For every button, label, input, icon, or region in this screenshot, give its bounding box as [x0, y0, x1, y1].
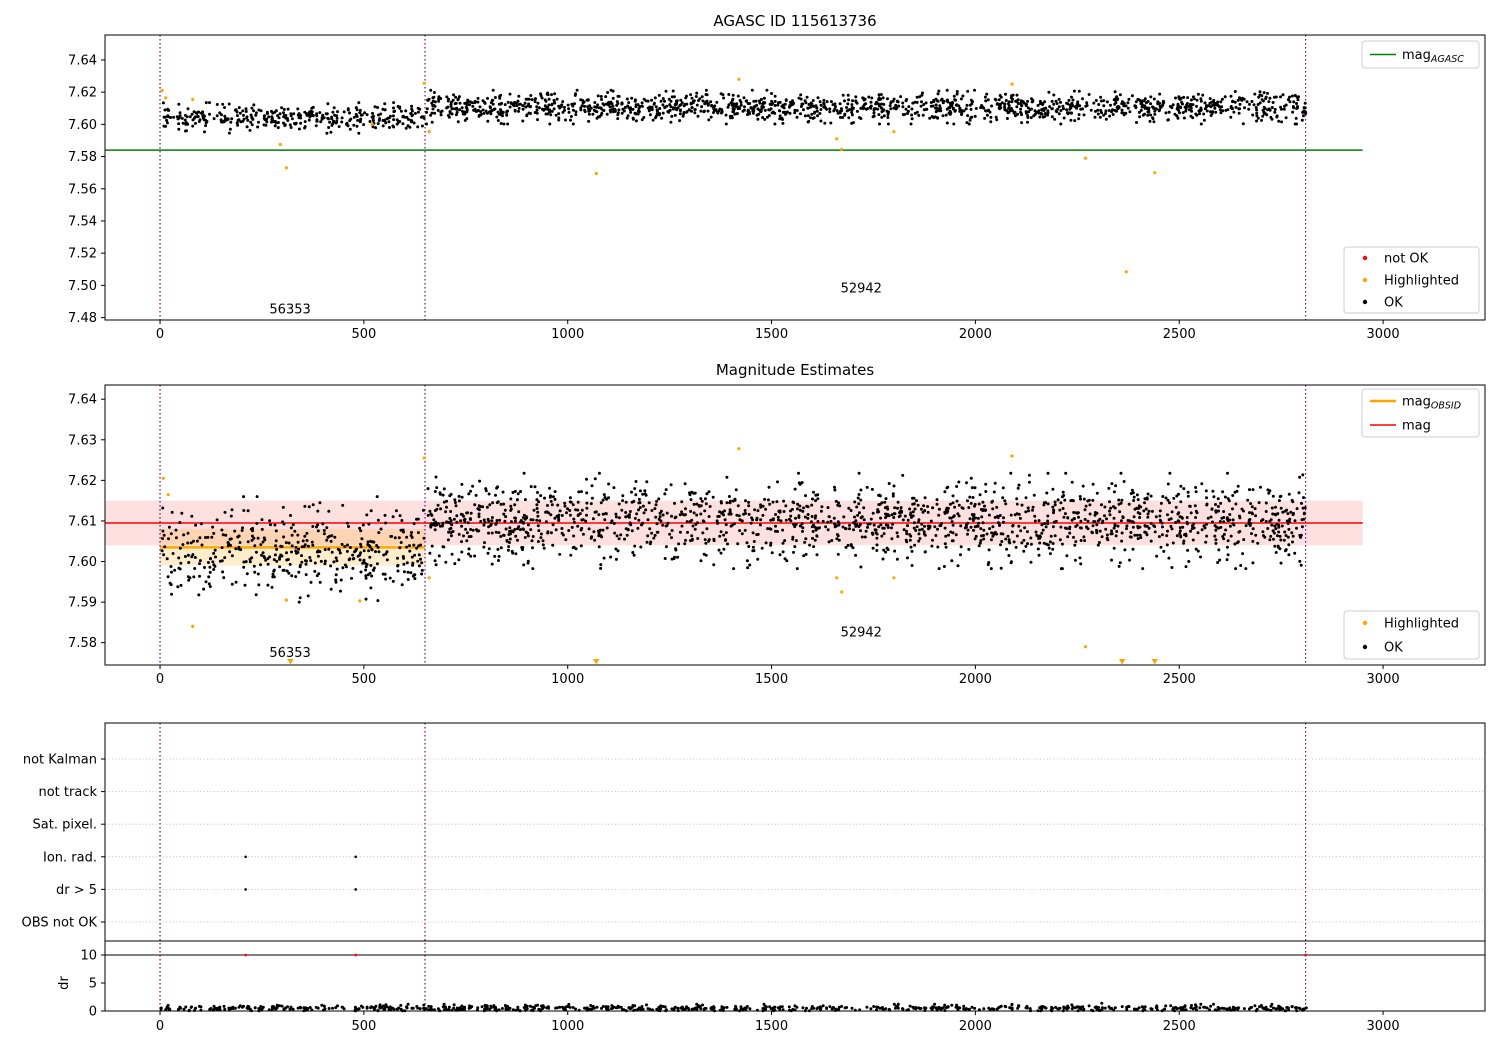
dr-axis-label: dr — [57, 976, 72, 990]
x-tick-label: 2500 — [1163, 1019, 1196, 1034]
x-tick-label: 500 — [351, 1019, 376, 1034]
x-tick-label: 1000 — [551, 672, 584, 687]
axes-spine — [104, 940, 1486, 1012]
x-tick-label: 3000 — [1367, 1019, 1400, 1034]
axes-spine — [104, 384, 1486, 666]
x-tick-label: 3000 — [1367, 327, 1400, 342]
x-tick-label: 2000 — [959, 327, 992, 342]
legend-label: OK — [1384, 641, 1403, 656]
middle-plot: 56353 52942 7.58 7.59 7.60 7.61 7.62 7.63 7.64 0 5… — [68, 384, 1486, 687]
legend-marker-sample — [1362, 620, 1368, 626]
obsid-annotation: 52942 — [841, 626, 882, 641]
obsid-annotation: 56353 — [269, 303, 310, 318]
top-plot-title: AGASC ID 115613736 — [713, 12, 876, 30]
flag-row-label: not track — [38, 785, 97, 800]
y-tick-label: 7.52 — [68, 247, 97, 262]
y-tick-label: 7.56 — [68, 182, 97, 197]
y-tick-label: 7.61 — [68, 514, 97, 529]
y-tick-label: 7.63 — [68, 433, 97, 448]
top-legend-line-box — [1361, 40, 1480, 69]
x-tick-label: 500 — [351, 672, 376, 687]
x-tick-label: 0 — [156, 672, 164, 687]
top-legend-points: not OK Highlighted OK — [1343, 246, 1480, 314]
dr-tick-label: 5 — [89, 977, 97, 992]
legend-label: Highlighted — [1384, 274, 1459, 289]
clipped-low-marker — [593, 659, 600, 665]
clipped-low-marker — [287, 659, 294, 665]
x-tick-label: 500 — [351, 327, 376, 342]
x-tick-label: 1000 — [551, 327, 584, 342]
flag-row-label: OBS not OK — [22, 916, 98, 931]
y-tick-label: 7.64 — [68, 393, 97, 408]
ok-points-seg2 — [425, 88, 1308, 126]
obsid-annotation: 56353 — [269, 646, 310, 661]
dr-tick-label: 10 — [80, 949, 97, 964]
x-tick-label: 0 — [156, 1019, 164, 1034]
legend-marker-sample — [1362, 277, 1368, 283]
obsid-annotation: 52942 — [841, 282, 882, 297]
legend-marker-sample — [1362, 644, 1368, 650]
y-tick-label: 7.50 — [68, 279, 97, 294]
x-tick-label: 1500 — [755, 1019, 788, 1034]
y-tick-label: 7.60 — [68, 555, 97, 570]
legend-label: Highlighted — [1384, 617, 1459, 632]
legend-label: not OK — [1384, 252, 1429, 267]
legend-label: magAGASC — [1402, 48, 1464, 65]
clipped-low-marker — [1151, 659, 1158, 665]
y-tick-label: 7.62 — [68, 474, 97, 489]
y-tick-label: 7.59 — [68, 596, 97, 611]
top-plot: 56353 52942 7.48 7.50 7.52 7.54 7.56 7.58 7.60 7.… — [68, 34, 1486, 342]
middle-legend-points: Highlighted OK — [1343, 610, 1480, 660]
x-tick-label: 2500 — [1163, 327, 1196, 342]
dr-ok-points — [159, 1002, 1308, 1013]
x-tick-label: 0 — [156, 327, 164, 342]
flags-plot: not Kalman not track Sat. pixel. Ion. rad. d… — [22, 722, 1486, 1034]
x-tick-label: 2000 — [959, 672, 992, 687]
flag-row-label: Sat. pixel. — [33, 818, 97, 833]
axes-spine — [104, 722, 1486, 942]
y-tick-label: 7.60 — [68, 118, 97, 133]
x-tick-label: 1500 — [755, 672, 788, 687]
flag-row-label: not Kalman — [23, 753, 97, 768]
dr-tick-label: 0 — [89, 1005, 97, 1020]
top-legend-line: magAGASC — [1361, 40, 1480, 69]
middle-legend-lines: magOBSID mag — [1361, 388, 1480, 438]
flag-row-label: dr > 5 — [56, 883, 97, 898]
middle-plot-title: Magnitude Estimates — [716, 361, 874, 379]
highlighted-points — [160, 77, 1157, 274]
y-tick-label: 7.58 — [68, 150, 97, 165]
x-tick-label: 1500 — [755, 327, 788, 342]
axes-spine — [104, 34, 1486, 321]
y-tick-label: 7.54 — [68, 214, 97, 229]
y-tick-label: 7.64 — [68, 53, 97, 68]
y-tick-label: 7.48 — [68, 311, 97, 326]
legend-label: magOBSID — [1402, 395, 1461, 412]
ok-points-seg1 — [160, 495, 426, 604]
y-tick-label: 7.58 — [68, 636, 97, 651]
legend-label: mag — [1402, 419, 1431, 434]
legend-label: OK — [1384, 296, 1403, 311]
ok-points-seg1 — [161, 101, 426, 135]
ok-points-seg2 — [426, 471, 1307, 571]
flag-row-label: Ion. rad. — [43, 850, 97, 865]
top-legend-points-box — [1343, 246, 1480, 314]
y-tick-label: 7.62 — [68, 86, 97, 101]
legend-marker-sample — [1362, 255, 1368, 261]
x-tick-label: 2000 — [959, 1019, 992, 1034]
x-tick-label: 1000 — [551, 1019, 584, 1034]
x-tick-label: 3000 — [1367, 672, 1400, 687]
middle-legend-points-box — [1343, 610, 1480, 660]
legend-marker-sample — [1362, 299, 1368, 305]
x-tick-label: 2500 — [1163, 672, 1196, 687]
clipped-low-marker — [1118, 659, 1126, 665]
highlighted-points — [161, 447, 1088, 649]
